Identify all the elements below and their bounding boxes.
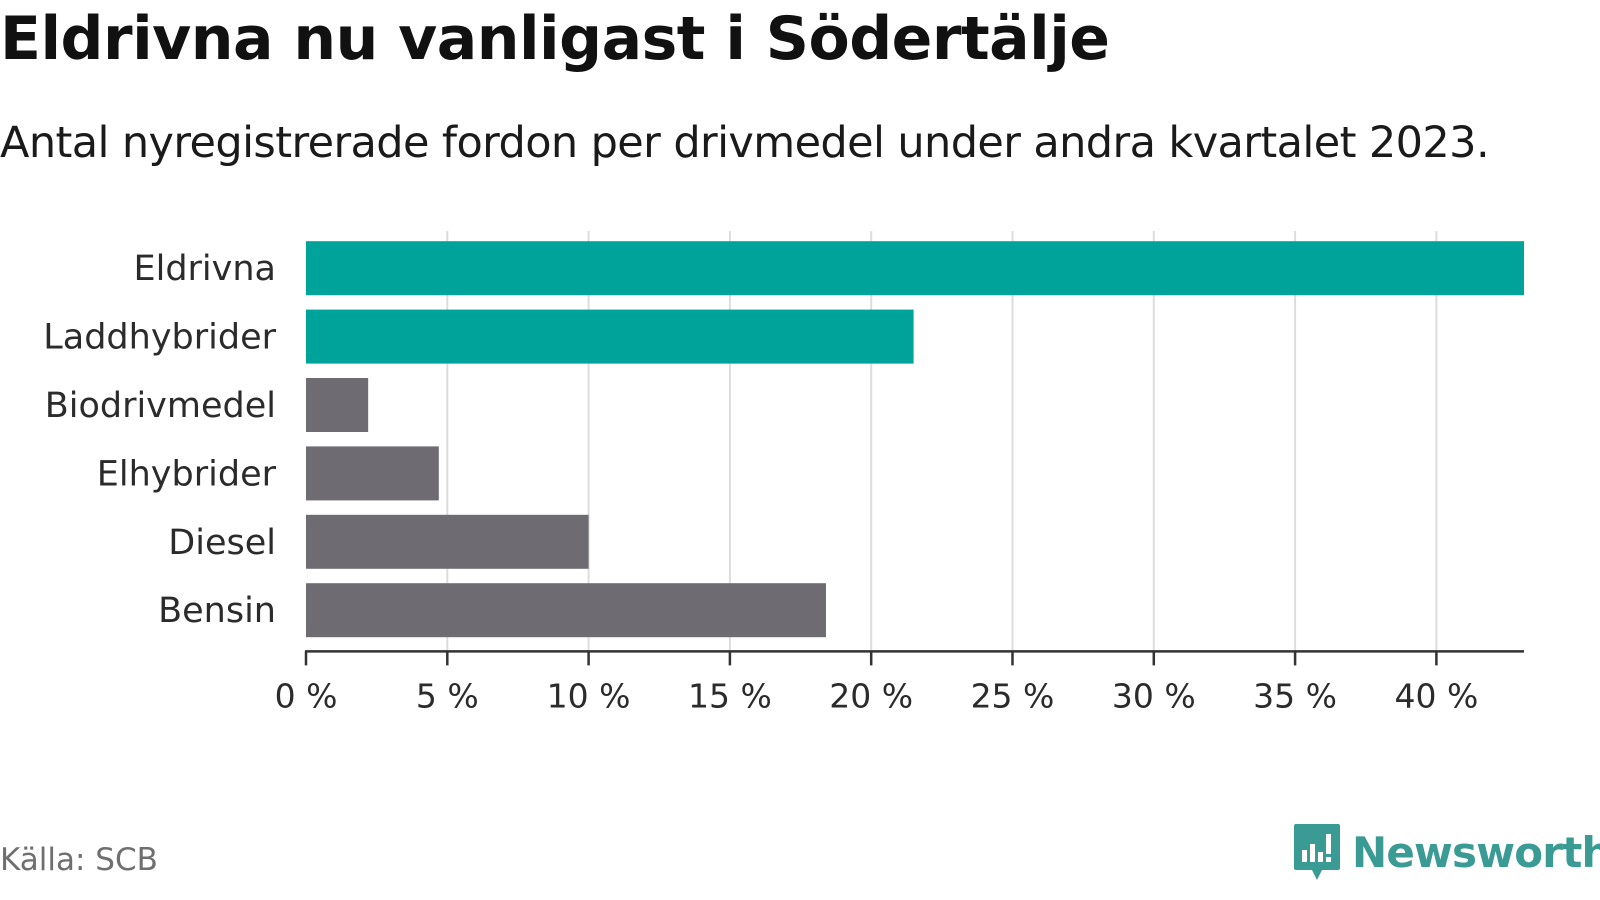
category-label: Elhybrider <box>97 454 277 494</box>
x-tick-label: 10 % <box>547 676 631 715</box>
category-label: Bensin <box>158 591 276 631</box>
x-tick-label: 35 % <box>1253 676 1337 715</box>
x-tick-label: 15 % <box>688 676 772 715</box>
brand-name: Newsworthy <box>1352 827 1600 877</box>
bar-biodrivmedel <box>306 378 369 432</box>
source-note: Källa: SCB <box>0 842 158 878</box>
category-labels: Eldrivna Laddhybrider Biodrivmedel Elhybrid… <box>43 249 276 631</box>
x-tick-label: 30 % <box>1112 676 1196 715</box>
chart-subtitle: Antal nyregistrerade fordon per drivmede… <box>0 118 1490 168</box>
category-label: Diesel <box>168 523 276 563</box>
bar-chart: Eldrivna Laddhybrider Biodrivmedel Elhybrid… <box>43 231 1524 715</box>
chart-title: Eldrivna nu vanligast i Södertälje <box>0 4 1110 74</box>
bar-elhybrider <box>306 446 439 501</box>
x-tick-label: 25 % <box>971 676 1055 715</box>
bar-laddhybrider <box>306 309 914 364</box>
bar-diesel <box>306 514 589 569</box>
newsworthy-logo-icon <box>1294 824 1340 880</box>
x-axis: 0 % 5 % 10 % 15 % 20 % 25 % 30 % 35 % 40 % <box>275 650 1524 715</box>
category-label: Laddhybrider <box>43 318 276 358</box>
bar-eldrivna <box>306 241 1524 296</box>
brand-logo: Newsworthy <box>1292 822 1600 882</box>
x-tick-label: 5 % <box>416 676 479 715</box>
x-tick-label: 40 % <box>1394 676 1478 715</box>
gridlines <box>446 231 1438 652</box>
bar-bensin <box>306 583 826 638</box>
category-label: Biodrivmedel <box>45 386 276 426</box>
x-tick-label: 20 % <box>829 676 913 715</box>
category-label: Eldrivna <box>133 249 276 289</box>
x-tick-label: 0 % <box>275 676 338 715</box>
bars <box>306 241 1524 638</box>
